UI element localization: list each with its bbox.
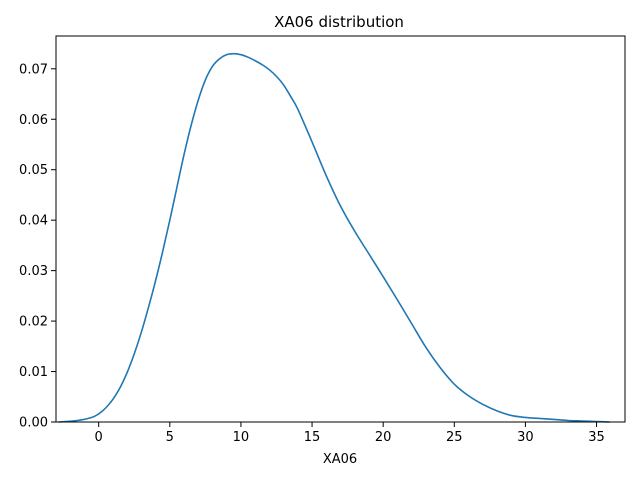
y-tick-label: 0.01 — [19, 365, 48, 380]
x-axis-label: XA06 — [323, 452, 357, 467]
y-tick-label: 0.05 — [19, 163, 48, 178]
y-tick-label: 0.04 — [19, 214, 48, 229]
x-tick-label: 35 — [588, 430, 605, 445]
chart-title: XA06 distribution — [274, 13, 404, 31]
x-tick-label: 30 — [517, 430, 534, 445]
x-tick-label: 20 — [375, 430, 392, 445]
y-tick-label: 0.00 — [19, 416, 48, 431]
plot-frame — [55, 35, 626, 423]
y-tick-label: 0.07 — [19, 62, 48, 77]
x-tick-label: 15 — [304, 430, 321, 445]
x-tick-label: 10 — [233, 430, 250, 445]
y-tick-label: 0.03 — [19, 264, 48, 279]
x-tick-label: 0 — [95, 430, 103, 445]
y-axis-ticks: 0.00 0.01 0.02 0.03 0.04 0.05 0.06 0.07 — [19, 62, 56, 431]
x-tick-label: 5 — [166, 430, 174, 445]
y-tick-label: 0.02 — [19, 315, 48, 330]
plot-area — [56, 36, 625, 422]
y-tick-label: 0.06 — [19, 113, 48, 128]
x-tick-label: 25 — [446, 430, 463, 445]
x-axis-ticks: 0 5 10 15 20 25 30 35 — [95, 422, 605, 445]
density-curve — [58, 52, 611, 423]
